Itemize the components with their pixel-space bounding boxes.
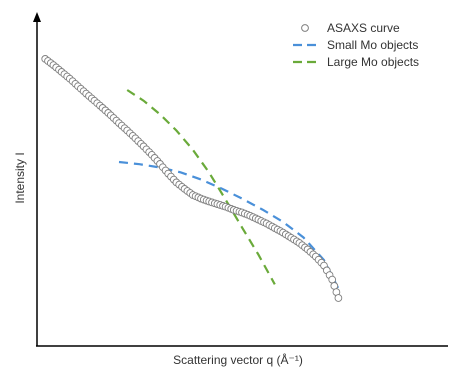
y-axis-arrow xyxy=(33,12,41,22)
legend-label: ASAXS curve xyxy=(327,21,400,35)
legend-label: Large Mo objects xyxy=(327,55,419,69)
data-point xyxy=(328,275,337,284)
legend-item-0: ASAXS curve xyxy=(301,21,400,35)
x-axis-title: Scattering vector q (Å⁻¹) xyxy=(173,352,303,367)
legend: ASAXS curve Small Mo objects Large Mo obje… xyxy=(293,21,419,69)
series-line-1 xyxy=(118,160,342,293)
plot-area xyxy=(33,12,448,347)
series-line-2 xyxy=(126,89,276,285)
legend-item-1: Small Mo objects xyxy=(293,38,418,52)
data-point xyxy=(334,294,343,302)
y-axis-title: Intensity I xyxy=(13,152,27,203)
legend-label: Small Mo objects xyxy=(327,38,418,52)
legend-marker xyxy=(301,24,309,32)
series-layer xyxy=(41,55,343,302)
legend-item-2: Large Mo objects xyxy=(293,55,419,69)
